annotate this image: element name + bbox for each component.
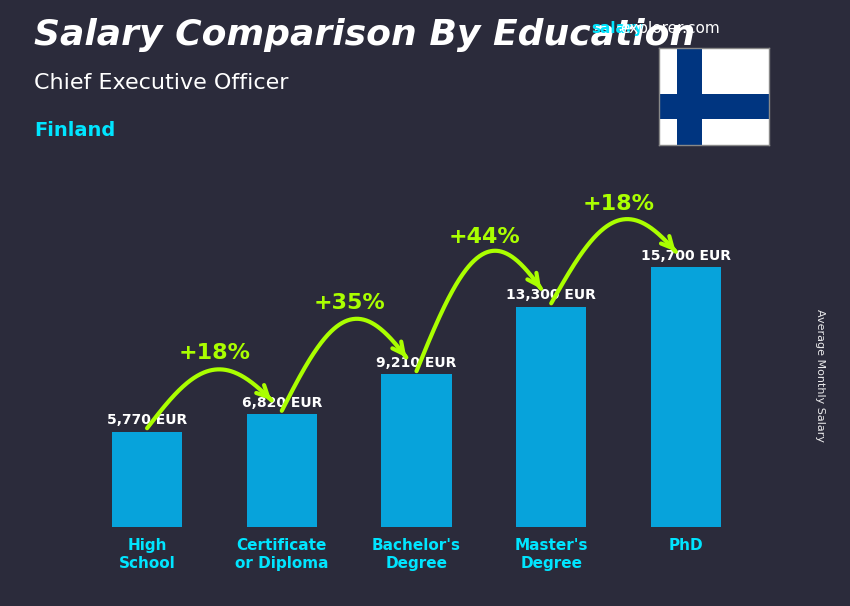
Text: Chief Executive Officer: Chief Executive Officer (34, 73, 288, 93)
Text: +44%: +44% (448, 227, 520, 247)
Text: Average Monthly Salary: Average Monthly Salary (815, 309, 825, 442)
Bar (651, 267, 721, 527)
Text: +18%: +18% (583, 194, 654, 214)
Text: Finland: Finland (34, 121, 116, 140)
Bar (516, 307, 586, 527)
Bar (112, 431, 182, 527)
Text: 15,700 EUR: 15,700 EUR (641, 248, 731, 262)
Text: 9,210 EUR: 9,210 EUR (377, 356, 456, 370)
Text: +35%: +35% (314, 293, 385, 313)
Text: explorer.com: explorer.com (620, 21, 720, 36)
Text: 5,770 EUR: 5,770 EUR (107, 413, 187, 427)
Text: 13,300 EUR: 13,300 EUR (507, 288, 596, 302)
Text: salary: salary (591, 21, 643, 36)
Text: Salary Comparison By Education: Salary Comparison By Education (34, 18, 695, 52)
Text: 6,820 EUR: 6,820 EUR (241, 396, 322, 410)
Bar (246, 414, 317, 527)
Text: +18%: +18% (178, 343, 251, 363)
Bar (382, 375, 451, 527)
